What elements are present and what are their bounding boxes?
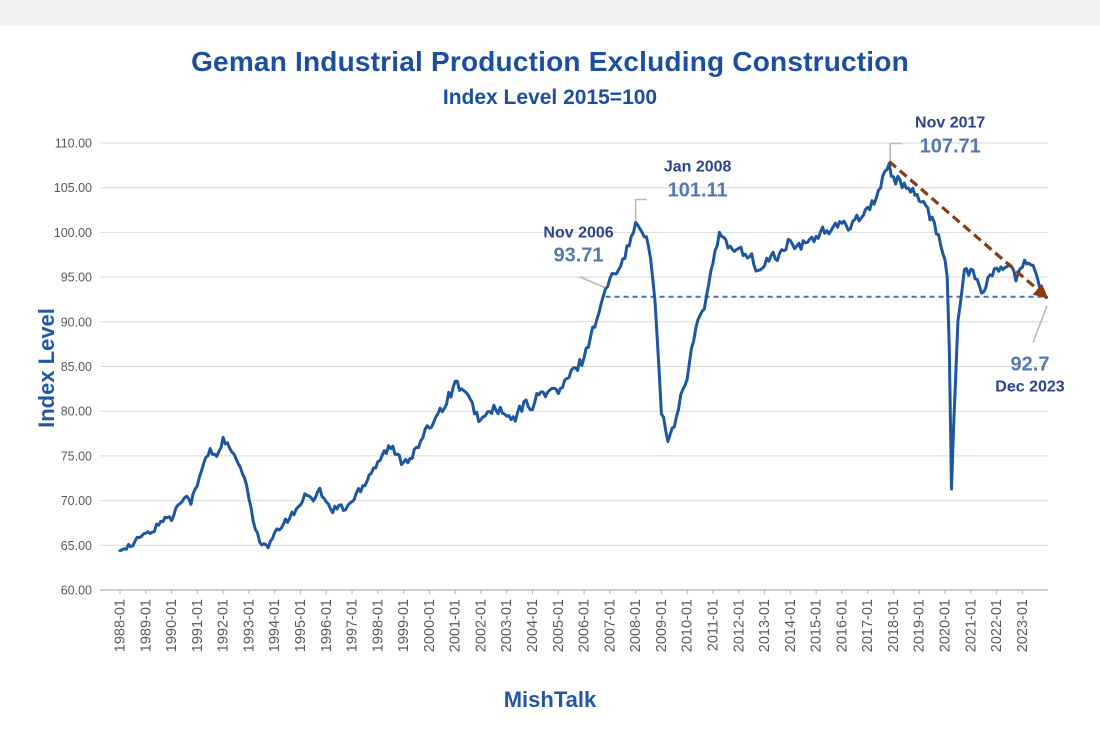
- annotation-value-label: 92.7: [1010, 353, 1050, 376]
- annotation-date-label: Nov 2017: [915, 115, 986, 133]
- svg-text:75.00: 75.00: [61, 449, 92, 463]
- annotation-nov-2017: Nov 2017 107.71: [915, 115, 985, 158]
- svg-text:2022-01: 2022-01: [989, 599, 1005, 652]
- svg-text:2005-01: 2005-01: [551, 599, 567, 652]
- annotation-date-label: Jan 2008: [663, 159, 732, 177]
- svg-text:2019-01: 2019-01: [912, 599, 928, 652]
- svg-text:2011-01: 2011-01: [705, 599, 721, 651]
- y-axis-title: Index Level: [34, 308, 59, 428]
- svg-text:1990-01: 1990-01: [164, 599, 180, 652]
- svg-text:1992-01: 1992-01: [216, 599, 232, 652]
- svg-text:1988-01: 1988-01: [113, 599, 129, 652]
- annotation-date-label: Nov 2006: [543, 224, 614, 242]
- svg-text:60.00: 60.00: [61, 584, 92, 598]
- svg-text:1995-01: 1995-01: [293, 599, 309, 652]
- svg-text:95.00: 95.00: [61, 271, 92, 285]
- chart-panel: [0, 26, 1100, 738]
- svg-text:2012-01: 2012-01: [731, 599, 747, 652]
- svg-text:2013-01: 2013-01: [757, 599, 773, 652]
- svg-text:1997-01: 1997-01: [345, 599, 361, 652]
- svg-text:110.00: 110.00: [55, 137, 92, 151]
- chart-subtitle: Index Level 2015=100: [442, 86, 658, 109]
- annotation-value-label: 101.11: [667, 179, 728, 202]
- svg-text:2016-01: 2016-01: [834, 599, 850, 652]
- svg-text:2021-01: 2021-01: [963, 599, 979, 652]
- svg-text:90.00: 90.00: [61, 315, 92, 329]
- svg-text:1993-01: 1993-01: [241, 599, 257, 652]
- svg-text:65.00: 65.00: [61, 539, 92, 553]
- svg-text:2009-01: 2009-01: [654, 599, 670, 652]
- svg-text:80.00: 80.00: [61, 405, 92, 419]
- svg-text:2017-01: 2017-01: [860, 599, 876, 652]
- annotation-value-label: 107.71: [919, 135, 981, 158]
- annotation-date-label: Dec 2023: [995, 378, 1065, 396]
- annotation-dec-2023: 92.7 Dec 2023: [995, 353, 1064, 396]
- svg-text:2015-01: 2015-01: [809, 599, 825, 652]
- svg-text:2023-01: 2023-01: [1015, 599, 1031, 652]
- svg-text:1991-01: 1991-01: [190, 599, 206, 652]
- svg-text:1999-01: 1999-01: [396, 599, 412, 652]
- source-label: MishTalk: [503, 687, 597, 712]
- svg-text:2004-01: 2004-01: [525, 599, 541, 652]
- annotation-nov-2006: Nov 2006 93.71: [543, 224, 613, 267]
- svg-text:100.00: 100.00: [54, 226, 92, 240]
- svg-text:2001-01: 2001-01: [448, 599, 464, 652]
- svg-text:2006-01: 2006-01: [577, 599, 593, 652]
- svg-text:2008-01: 2008-01: [628, 599, 644, 652]
- svg-text:2003-01: 2003-01: [499, 599, 515, 652]
- chart-title: Geman Industrial Production Excluding Co…: [191, 46, 909, 77]
- svg-text:1998-01: 1998-01: [370, 599, 386, 652]
- svg-text:105.00: 105.00: [54, 181, 92, 195]
- svg-text:2014-01: 2014-01: [783, 599, 799, 652]
- svg-text:2002-01: 2002-01: [473, 599, 489, 652]
- svg-text:1996-01: 1996-01: [319, 599, 335, 652]
- svg-text:2020-01: 2020-01: [938, 599, 954, 652]
- svg-text:2010-01: 2010-01: [680, 599, 696, 652]
- svg-text:70.00: 70.00: [61, 494, 92, 508]
- annotation-value-label: 93.71: [553, 244, 604, 267]
- svg-text:1994-01: 1994-01: [267, 599, 283, 652]
- page-background-strip: [0, 0, 1100, 26]
- svg-text:2000-01: 2000-01: [422, 599, 438, 652]
- svg-text:85.00: 85.00: [61, 360, 92, 374]
- annotation-jan-2008: Jan 2008 101.11: [664, 159, 732, 202]
- svg-text:2018-01: 2018-01: [886, 599, 902, 652]
- svg-text:1989-01: 1989-01: [138, 599, 154, 652]
- svg-text:2007-01: 2007-01: [602, 599, 618, 652]
